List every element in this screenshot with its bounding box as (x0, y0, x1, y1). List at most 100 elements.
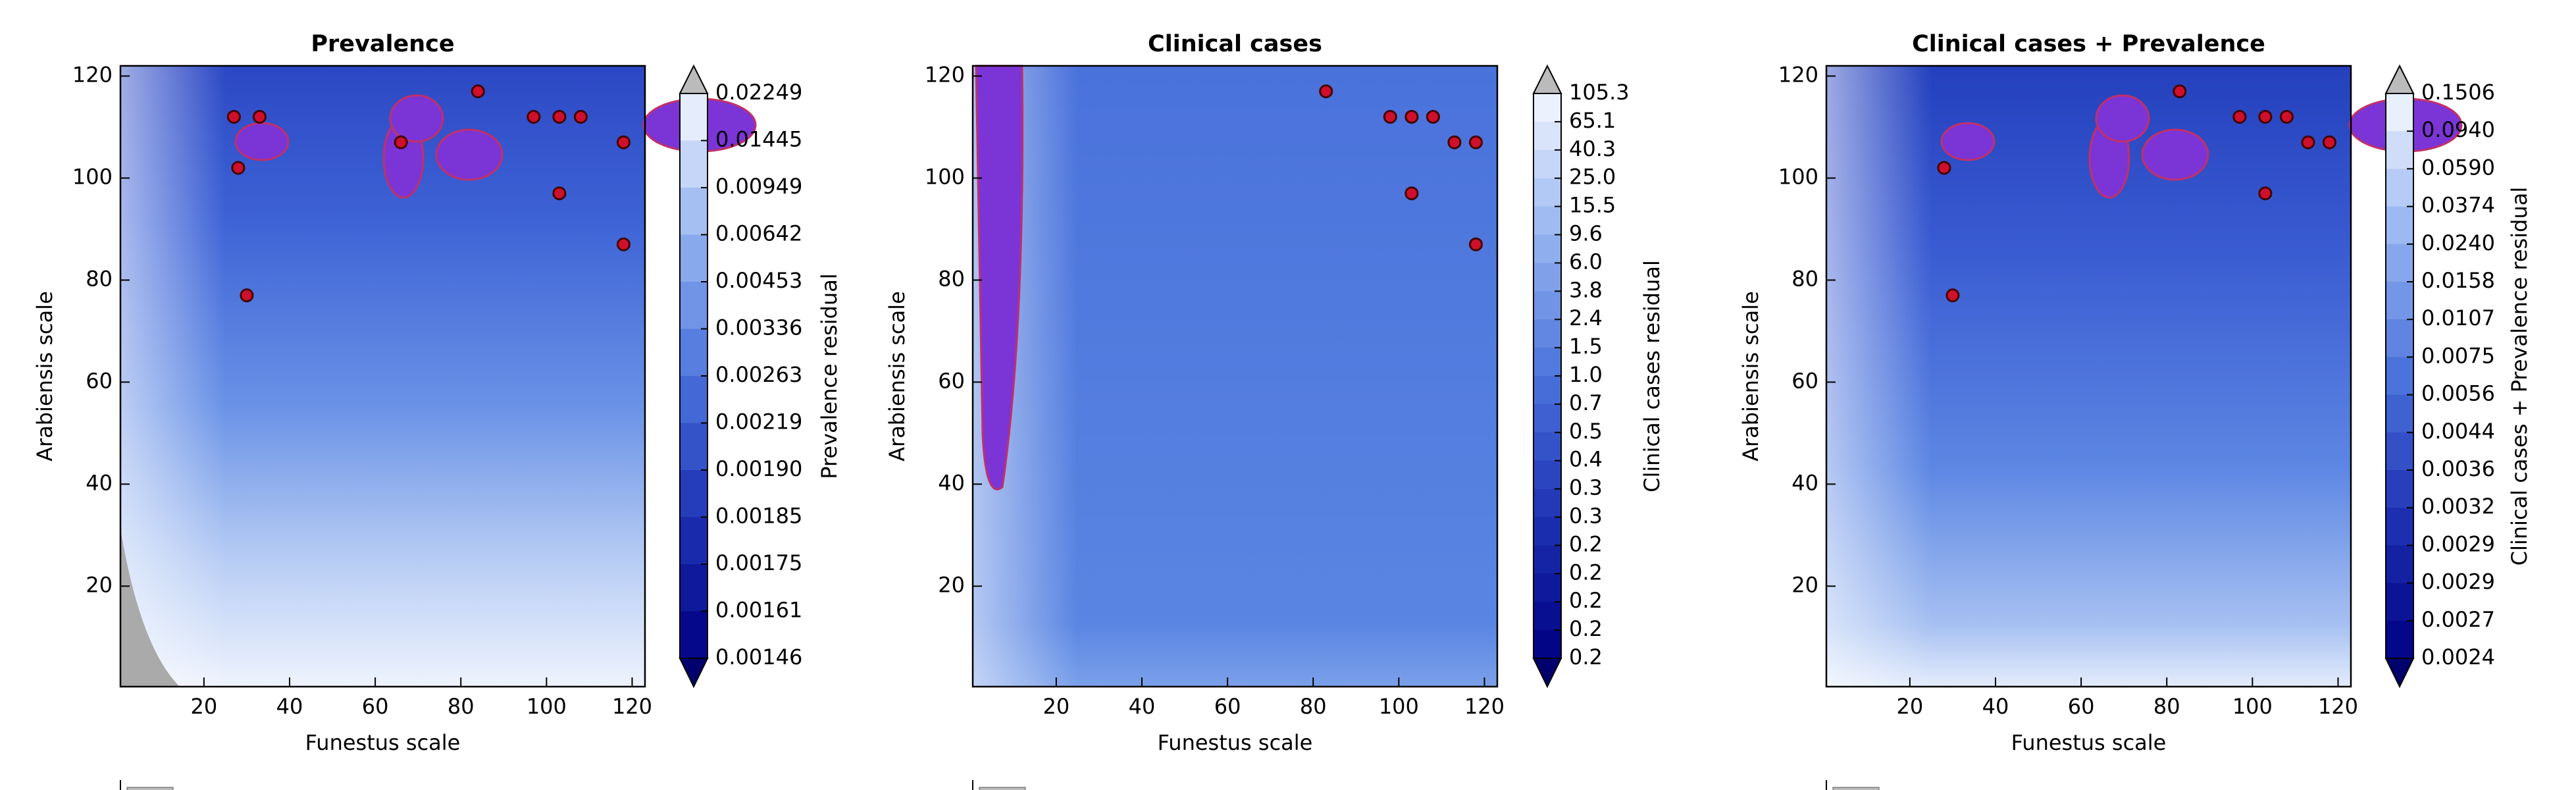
colorbar-tick-label: 0.00219 (715, 409, 802, 434)
y-axis-label: Arabiensis scale (32, 291, 57, 461)
y-tick-label: 100 (72, 164, 113, 189)
colorbar-band (1533, 291, 1561, 320)
colorbar-tick-label: 105.3 (1569, 80, 1630, 105)
significant-region (975, 65, 1024, 490)
marker (2173, 84, 2187, 99)
marker (1945, 288, 1960, 303)
colorbar-band (680, 188, 708, 235)
y-axis-label: Arabiensis scale (885, 291, 910, 461)
marker (573, 109, 588, 124)
colorbar-tick-label: 0.00642 (715, 221, 802, 246)
x-tick-label: 20 (191, 694, 218, 719)
x-tick-label: 80 (2153, 694, 2180, 719)
colorbar-tick-label: 0.0032 (2421, 494, 2495, 519)
colorbar-band (680, 234, 708, 282)
colorbar-band (2386, 470, 2413, 508)
plot-frame (119, 65, 646, 688)
x-tick-label: 80 (1300, 694, 1327, 719)
colorbar-tick-label: 0.00161 (715, 598, 802, 623)
colorbar-band (2386, 93, 2413, 132)
marker (231, 161, 245, 175)
marker (252, 109, 267, 124)
colorbar-extend-top (2384, 64, 2415, 94)
marker (1447, 135, 1462, 149)
plot-frame (1825, 65, 2352, 688)
colorbar-tick-label: 0.0029 (2421, 531, 2495, 556)
y-tick-label: 40 (86, 470, 113, 495)
colorbar-tick-label: 0.0075 (2421, 343, 2495, 368)
colorbar-tick-label: 0.00336 (715, 315, 802, 340)
marker (1404, 186, 1419, 201)
marker (1319, 84, 1333, 99)
colorbar-band (1533, 545, 1561, 574)
marker (1383, 109, 1397, 124)
colorbar-tick-label: 1.5 (1569, 334, 1603, 359)
colorbar-tick-label: 0.00453 (715, 268, 802, 293)
colorbar-band (2386, 508, 2413, 546)
colorbar-tick-label: 0.2 (1569, 588, 1603, 613)
colorbar-band (680, 376, 708, 423)
contour-field-edge (120, 66, 226, 687)
colorbar-tick-label: 9.6 (1569, 221, 1603, 246)
colorbar-tick-label: 0.0940 (2421, 117, 2495, 142)
colorbar-tick-label: 0.0036 (2421, 456, 2495, 481)
colorbar-band (1533, 178, 1561, 207)
marker (1468, 135, 1483, 149)
panel-title: Prevalence (311, 31, 454, 57)
y-tick-label: 120 (72, 62, 113, 87)
y-tick-label: 20 (938, 572, 965, 597)
x-tick-label: 40 (276, 694, 303, 719)
colorbar-tick-label: 0.00190 (715, 456, 802, 481)
colorbar-tick-label: 1.0 (1569, 362, 1603, 387)
colorbar-band (1533, 319, 1561, 348)
colorbar-band (2386, 282, 2413, 320)
plot-frame (971, 65, 1499, 688)
x-tick-label: 120 (2318, 694, 2358, 719)
marker (471, 84, 485, 99)
legend-swatch (126, 787, 174, 790)
marker (1426, 109, 1440, 124)
y-tick-label: 100 (1778, 164, 1818, 189)
colorbar-band (1533, 93, 1561, 122)
marker (1468, 237, 1483, 251)
y-tick-label: 20 (86, 572, 113, 597)
significant-region (435, 128, 503, 181)
colorbar-band (2386, 545, 2413, 584)
colorbar-band (2386, 206, 2413, 245)
colorbar-band (680, 611, 708, 659)
colorbar-extend-bottom (1532, 658, 1562, 689)
marker (1937, 161, 1951, 175)
colorbar-band (2386, 244, 2413, 282)
colorbar-band (1533, 348, 1561, 377)
y-tick-label: 40 (938, 470, 965, 495)
x-axis-label: Funestus scale (2011, 730, 2167, 755)
y-tick-label: 80 (86, 266, 113, 291)
y-axis-label: Arabiensis scale (1738, 291, 1763, 461)
colorbar-extend-bottom (679, 658, 709, 689)
marker (527, 109, 541, 124)
colorbar-tick-label: 0.4 (1569, 447, 1603, 472)
y-tick-label: 60 (938, 368, 965, 393)
colorbar-tick-label: 0.0374 (2421, 193, 2495, 218)
colorbar-tick-label: 0.00185 (715, 504, 802, 529)
colorbar-tick-label: 0.2 (1569, 531, 1603, 556)
legend-swatch (979, 787, 1026, 790)
colorbar-band (2386, 357, 2413, 396)
colorbar-tick-label: 0.0590 (2421, 155, 2495, 180)
colorbar-band (1533, 404, 1561, 433)
y-tick-label: 20 (1791, 572, 1818, 597)
significant-region (2095, 94, 2150, 143)
colorbar-tick-label: 0.0024 (2421, 645, 2495, 670)
colorbar-band (1533, 602, 1561, 631)
colorbar-band (2386, 583, 2413, 621)
x-tick-label: 80 (448, 694, 475, 719)
contour-field-edge (1826, 66, 1932, 687)
colorbar-tick-label: 0.5 (1569, 419, 1603, 444)
colorbar-tick-label: 0.2 (1569, 645, 1603, 670)
colorbar-tick-label: 3.8 (1569, 277, 1603, 302)
colorbar-band (680, 517, 708, 565)
colorbar-tick-label: 15.5 (1569, 193, 1616, 218)
y-tick-label: 120 (925, 62, 965, 87)
colorbar-band (2386, 432, 2413, 471)
